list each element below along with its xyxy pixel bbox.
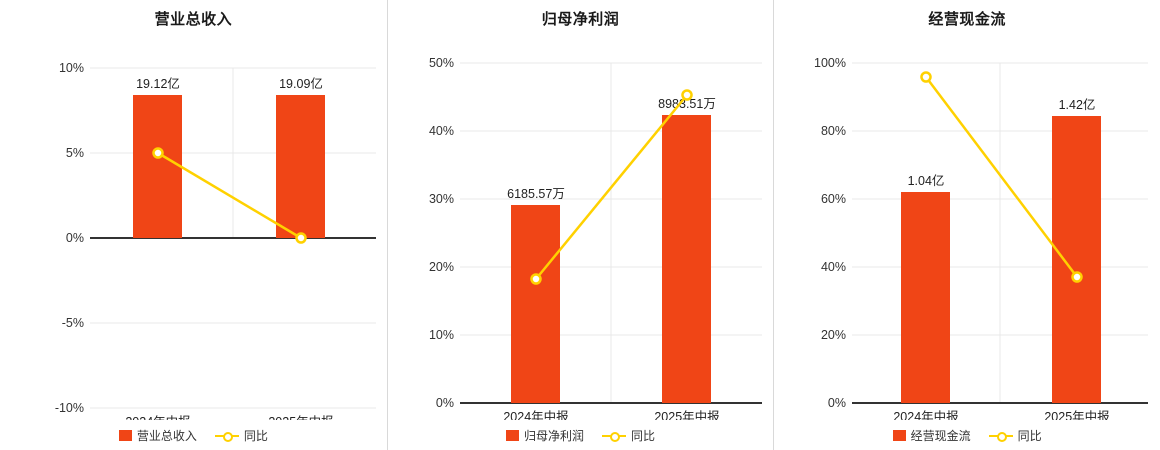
legend-line-marker-icon	[214, 430, 239, 442]
line-point	[1071, 271, 1084, 283]
line-series	[534, 94, 688, 280]
legend-bar-label: 营业总收入	[136, 429, 197, 443]
legend-bar-swatch-icon	[505, 430, 519, 441]
line-series	[925, 76, 1079, 278]
chart-panel-cash-flow: 经营现金流 100% 80% 60% 40% 20% 0%	[773, 0, 1160, 450]
ytick-label: 10%	[59, 61, 84, 75]
legend-line-label: 同比	[1017, 429, 1042, 443]
bar	[901, 192, 951, 403]
ytick-label: 0%	[828, 396, 846, 410]
bar	[510, 205, 560, 403]
ytick-label: 100%	[814, 56, 846, 70]
legend-bar-label: 经营现金流	[910, 429, 971, 443]
legend-line-label: 同比	[243, 429, 268, 443]
line-point	[295, 232, 307, 244]
bar-value-label: 19.12亿	[136, 76, 180, 91]
legend-bar-label: 归母净利润	[523, 429, 584, 443]
bar	[133, 95, 182, 238]
legend-line-marker-icon	[988, 430, 1013, 442]
chart-legend-net-profit: 归母净利润 同比	[388, 427, 774, 444]
ytick-label: 10%	[429, 328, 454, 342]
chart-plot-revenue: 10% 5% 0% -5% -10% 19.12亿 19.09亿 2024年中报…	[0, 0, 387, 450]
gridlines	[459, 62, 762, 403]
bar	[1052, 116, 1102, 403]
ytick-label: 40%	[821, 260, 846, 274]
legend-bar-swatch-icon	[118, 430, 132, 441]
line-point	[152, 147, 164, 159]
chart-legend-cash-flow: 经营现金流 同比	[774, 427, 1160, 444]
chart-panel-net-profit: 归母净利润 50% 40% 30% 20% 10% 0%	[386, 0, 774, 450]
legend-item-bar[interactable]: 归母净利润	[505, 427, 584, 444]
line-point	[680, 89, 693, 101]
gridlines	[90, 67, 376, 409]
ytick-label: 60%	[821, 192, 846, 206]
legend-item-line[interactable]: 同比	[601, 427, 655, 444]
chart-title-revenue: 营业总收入	[154, 11, 233, 28]
line-point	[529, 273, 542, 285]
category-label: 2025年中报	[268, 414, 334, 420]
legend-line-label: 同比	[630, 429, 655, 443]
ytick-label: 20%	[821, 328, 846, 342]
legend-item-line[interactable]: 同比	[214, 427, 268, 444]
bar-value-label: 6185.57万	[507, 187, 565, 201]
chart-svg-revenue: 10% 5% 0% -5% -10% 19.12亿 19.09亿 2024年中报…	[55, 61, 376, 420]
ytick-label: 5%	[66, 146, 84, 160]
bar-value-label: 1.42亿	[1059, 97, 1096, 112]
chart-title-net-profit: 归母净利润	[541, 11, 620, 28]
chart-panel-revenue: 营业总收入 10% 5% 0% -5% -10%	[0, 0, 387, 450]
chart-plot-cash-flow: 100% 80% 60% 40% 20% 0% 1.04亿 1.42亿 2024…	[774, 0, 1160, 450]
chart-legend-revenue: 营业总收入 同比	[0, 427, 387, 444]
category-label: 2024年中报	[894, 409, 960, 420]
bar	[276, 95, 325, 238]
legend-line-marker-icon	[601, 430, 626, 442]
ytick-label: -5%	[62, 316, 84, 330]
ytick-label: -10%	[55, 401, 84, 415]
ytick-label: 0%	[436, 396, 454, 410]
category-label: 2025年中报	[1045, 409, 1111, 420]
category-label: 2024年中报	[125, 414, 191, 420]
chart-title-cash-flow: 经营现金流	[928, 11, 1006, 28]
ytick-label: 50%	[429, 56, 454, 70]
ytick-label: 30%	[429, 192, 454, 206]
legend-item-bar[interactable]: 营业总收入	[118, 427, 197, 444]
ytick-label: 0%	[66, 231, 84, 245]
line-series	[157, 151, 302, 240]
chart-svg-net-profit: 50% 40% 30% 20% 10% 0% 6185.57万 8983.51万…	[429, 56, 762, 420]
line-point	[920, 71, 933, 83]
ytick-label: 20%	[429, 260, 454, 274]
bar-value-label: 1.04亿	[908, 173, 945, 188]
chart-svg-cash-flow: 100% 80% 60% 40% 20% 0% 1.04亿 1.42亿 2024…	[814, 56, 1149, 420]
gridlines	[852, 62, 1149, 403]
bar	[661, 115, 711, 403]
bar-value-label: 19.09亿	[279, 76, 323, 91]
category-label: 2024年中报	[503, 409, 569, 420]
legend-item-bar[interactable]: 经营现金流	[892, 427, 971, 444]
legend-bar-swatch-icon	[892, 430, 906, 441]
ytick-label: 40%	[429, 124, 454, 138]
category-label: 2025年中报	[654, 409, 720, 420]
ytick-label: 80%	[821, 124, 846, 138]
chart-plot-net-profit: 50% 40% 30% 20% 10% 0% 6185.57万 8983.51万…	[388, 0, 774, 450]
legend-item-line[interactable]: 同比	[988, 427, 1042, 444]
bar-value-label: 8983.51万	[658, 97, 716, 111]
